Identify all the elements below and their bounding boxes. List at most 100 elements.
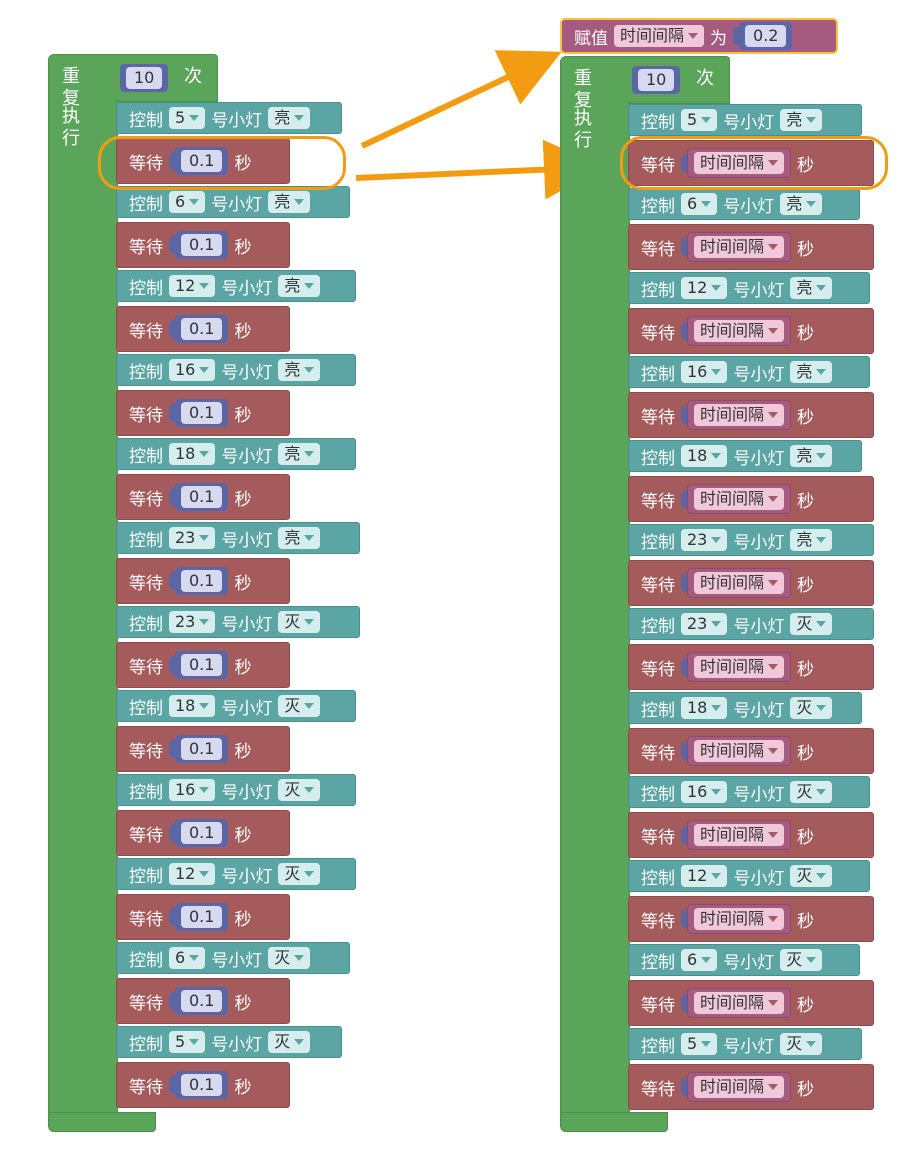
wait-value-field[interactable]: 0.1	[175, 231, 229, 259]
variable-dropdown[interactable]: 时间间隔	[694, 908, 785, 930]
pin-dropdown[interactable]: 23	[681, 613, 728, 635]
pin-dropdown[interactable]: 23	[169, 611, 216, 633]
variable-getter[interactable]: 时间间隔	[687, 820, 792, 850]
state-dropdown[interactable]: 灭	[278, 863, 321, 885]
wait-block[interactable]: 等待 时间间隔 秒	[628, 812, 874, 858]
pin-dropdown[interactable]: 5	[681, 1033, 718, 1055]
control-lamp-block[interactable]: 控制 18 号小灯亮	[116, 438, 356, 470]
wait-value-field[interactable]: 0.1	[175, 399, 229, 427]
state-dropdown[interactable]: 灭	[790, 865, 833, 887]
control-lamp-block[interactable]: 控制 5 号小灯灭	[116, 1026, 342, 1058]
state-dropdown[interactable]: 灭	[790, 697, 833, 719]
repeat-count-field[interactable]: 10	[632, 66, 681, 94]
state-dropdown[interactable]: 灭	[268, 1031, 311, 1053]
state-dropdown[interactable]: 亮	[790, 361, 833, 383]
assign-value[interactable]: 0.2	[745, 25, 787, 47]
state-dropdown[interactable]: 亮	[790, 529, 833, 551]
wait-block[interactable]: 等待 0.1 秒	[116, 222, 290, 268]
wait-value-field[interactable]: 0.1	[175, 987, 229, 1015]
control-lamp-block[interactable]: 控制 18 号小灯灭	[628, 692, 862, 724]
state-dropdown[interactable]: 亮	[780, 109, 823, 131]
wait-block[interactable]: 等待 0.1 秒	[116, 978, 290, 1024]
wait-block[interactable]: 等待 0.1 秒	[116, 1062, 290, 1108]
state-dropdown[interactable]: 灭	[278, 695, 321, 717]
control-lamp-block[interactable]: 控制 6 号小灯灭	[116, 942, 350, 974]
wait-value-field[interactable]: 0.1	[175, 819, 229, 847]
control-lamp-block[interactable]: 控制 16 号小灯亮	[116, 354, 356, 386]
state-dropdown[interactable]: 灭	[780, 1033, 823, 1055]
control-lamp-block[interactable]: 控制 5 号小灯亮	[116, 102, 342, 134]
control-lamp-block[interactable]: 控制 5 号小灯亮	[628, 104, 862, 136]
wait-value-field[interactable]: 0.1	[175, 483, 229, 511]
wait-block[interactable]: 等待 时间间隔 秒	[628, 980, 874, 1026]
pin-dropdown[interactable]: 5	[169, 1031, 206, 1053]
variable-getter[interactable]: 时间间隔	[687, 232, 792, 262]
variable-dropdown[interactable]: 时间间隔	[694, 656, 785, 678]
pin-dropdown[interactable]: 6	[169, 947, 206, 969]
control-lamp-block[interactable]: 控制 16 号小灯灭	[116, 774, 356, 806]
pin-dropdown[interactable]: 12	[681, 865, 728, 887]
state-dropdown[interactable]: 灭	[790, 613, 833, 635]
control-lamp-block[interactable]: 控制 6 号小灯灭	[628, 944, 860, 976]
wait-block[interactable]: 等待 时间间隔 秒	[628, 140, 874, 186]
state-dropdown[interactable]: 亮	[278, 275, 321, 297]
state-dropdown[interactable]: 亮	[278, 443, 321, 465]
variable-getter[interactable]: 时间间隔	[687, 400, 792, 430]
variable-getter[interactable]: 时间间隔	[687, 316, 792, 346]
wait-block[interactable]: 等待 0.1 秒	[116, 390, 290, 436]
wait-block[interactable]: 等待 0.1 秒	[116, 138, 290, 184]
state-dropdown[interactable]: 亮	[278, 359, 321, 381]
wait-value-field[interactable]: 0.1	[175, 567, 229, 595]
wait-value[interactable]: 0.1	[181, 822, 223, 844]
variable-getter[interactable]: 时间间隔	[687, 148, 792, 178]
variable-getter[interactable]: 时间间隔	[687, 568, 792, 598]
wait-block[interactable]: 等待 时间间隔 秒	[628, 224, 874, 270]
variable-dropdown[interactable]: 时间间隔	[694, 992, 785, 1014]
state-dropdown[interactable]: 亮	[790, 445, 833, 467]
wait-value[interactable]: 0.1	[181, 486, 223, 508]
wait-value[interactable]: 0.1	[181, 654, 223, 676]
variable-getter[interactable]: 时间间隔	[687, 736, 792, 766]
pin-dropdown[interactable]: 16	[681, 781, 728, 803]
state-dropdown[interactable]: 灭	[278, 779, 321, 801]
wait-value[interactable]: 0.1	[181, 318, 223, 340]
wait-value[interactable]: 0.1	[181, 1074, 223, 1096]
pin-dropdown[interactable]: 18	[169, 695, 216, 717]
wait-block[interactable]: 等待 0.1 秒	[116, 306, 290, 352]
variable-dropdown[interactable]: 时间间隔	[694, 740, 785, 762]
control-lamp-block[interactable]: 控制 12 号小灯灭	[116, 858, 356, 890]
state-dropdown[interactable]: 灭	[268, 947, 311, 969]
control-lamp-block[interactable]: 控制 6 号小灯亮	[116, 186, 350, 218]
control-lamp-block[interactable]: 控制 12 号小灯灭	[628, 860, 870, 892]
wait-value-field[interactable]: 0.1	[175, 147, 229, 175]
wait-value-field[interactable]: 0.1	[175, 735, 229, 763]
variable-getter[interactable]: 时间间隔	[687, 904, 792, 934]
repeat-count[interactable]: 10	[126, 67, 163, 89]
variable-dropdown[interactable]: 时间间隔	[694, 824, 785, 846]
control-lamp-block[interactable]: 控制 12 号小灯亮	[116, 270, 356, 302]
repeat-count[interactable]: 10	[638, 69, 675, 91]
variable-getter[interactable]: 时间间隔	[687, 988, 792, 1018]
wait-value[interactable]: 0.1	[181, 402, 223, 424]
pin-dropdown[interactable]: 16	[169, 359, 216, 381]
wait-value[interactable]: 0.1	[181, 150, 223, 172]
state-dropdown[interactable]: 灭	[780, 949, 823, 971]
variable-dropdown[interactable]: 时间间隔	[694, 488, 785, 510]
control-lamp-block[interactable]: 控制 16 号小灯灭	[628, 776, 870, 808]
variable-dropdown[interactable]: 时间间隔	[694, 572, 785, 594]
variable-dropdown[interactable]: 时间间隔	[694, 236, 785, 258]
state-dropdown[interactable]: 亮	[278, 527, 321, 549]
pin-dropdown[interactable]: 12	[169, 863, 216, 885]
variable-dropdown[interactable]: 时间间隔	[694, 404, 785, 426]
wait-block[interactable]: 等待 0.1 秒	[116, 726, 290, 772]
control-lamp-block[interactable]: 控制 23 号小灯灭	[116, 606, 360, 638]
wait-value-field[interactable]: 0.1	[175, 315, 229, 343]
wait-value-field[interactable]: 0.1	[175, 1071, 229, 1099]
pin-dropdown[interactable]: 6	[681, 949, 718, 971]
state-dropdown[interactable]: 灭	[790, 781, 833, 803]
wait-block[interactable]: 等待 0.1 秒	[116, 558, 290, 604]
control-lamp-block[interactable]: 控制 18 号小灯亮	[628, 440, 862, 472]
variable-getter[interactable]: 时间间隔	[687, 484, 792, 514]
wait-value[interactable]: 0.1	[181, 906, 223, 928]
pin-dropdown[interactable]: 16	[681, 361, 728, 383]
